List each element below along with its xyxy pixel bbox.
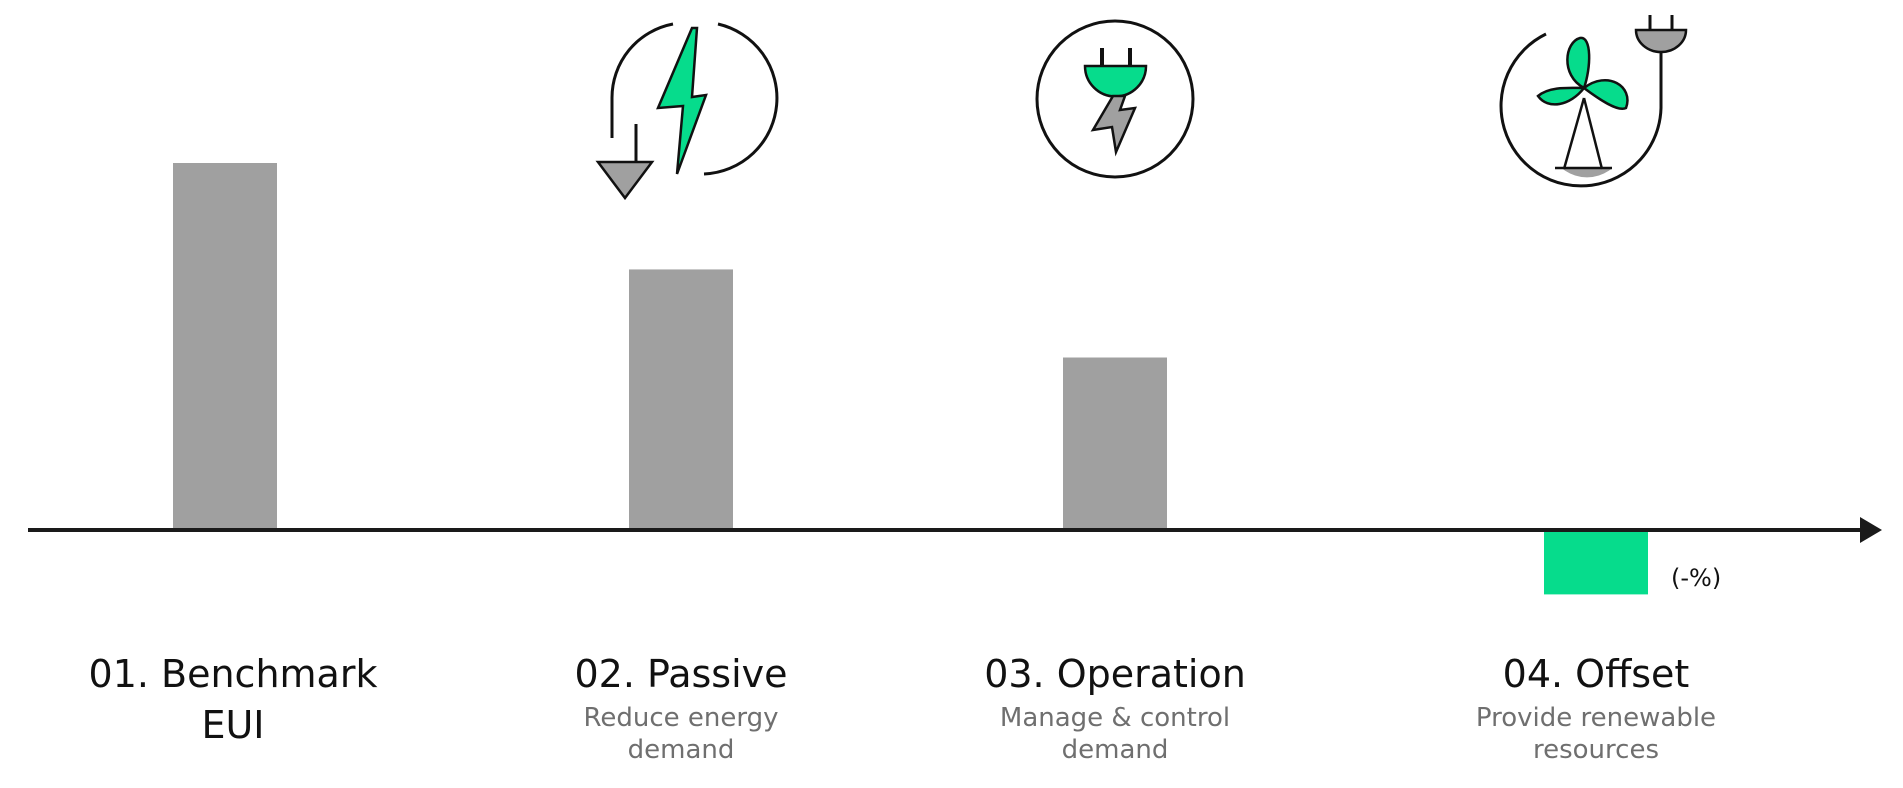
category-subtitle: Reduce energy demand <box>583 703 779 765</box>
x-axis-arrowhead <box>1860 517 1882 543</box>
grounding-lightning-icon <box>595 22 779 201</box>
bar-4 <box>1544 532 1648 595</box>
category-subtitle: Manage & control demand <box>999 703 1231 765</box>
plug-lightning-icon <box>1035 19 1195 179</box>
bar-3 <box>1063 357 1167 530</box>
category-title: 03. Operation <box>984 652 1246 696</box>
category-2: 02. Passive Reduce energy demand <box>471 649 891 766</box>
category-4: 04. Offset Provide renewable resources <box>1386 649 1806 766</box>
category-title: 01. Benchmark EUI <box>88 652 378 747</box>
wind-turbine-plug-icon <box>1499 15 1688 188</box>
category-title: 04. Offset <box>1502 652 1690 696</box>
bar-2 <box>629 269 733 530</box>
bar-1 <box>173 163 277 530</box>
category-title: 02. Passive <box>574 652 788 696</box>
category-subtitle: Provide renewable resources <box>1475 703 1717 765</box>
axis-end-label: (-%) <box>1671 564 1722 592</box>
category-3: 03. Operation Manage & control demand <box>905 649 1325 766</box>
category-1: 01. Benchmark EUI <box>23 649 443 751</box>
